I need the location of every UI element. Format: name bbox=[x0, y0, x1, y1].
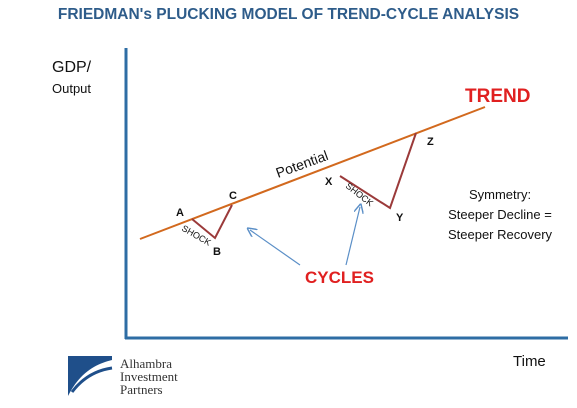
point-x-label: X bbox=[325, 176, 333, 188]
y-axis-label: GDP/ bbox=[52, 59, 92, 76]
cycle-one-line bbox=[191, 204, 233, 240]
point-a-label: A bbox=[176, 207, 184, 219]
symmetry-line-one: Symmetry: bbox=[468, 187, 532, 202]
logo-mark bbox=[68, 356, 113, 396]
logo-line-one: Alhambra bbox=[120, 356, 172, 371]
point-z-label: Z bbox=[427, 136, 434, 148]
point-b-label: B bbox=[213, 246, 221, 258]
y-axis-sublabel: Output bbox=[52, 81, 92, 96]
trend-label: TREND bbox=[465, 86, 530, 107]
point-y-label: Y bbox=[396, 212, 404, 224]
logo-line-two: Investment bbox=[120, 369, 178, 384]
cycles-arrow-left bbox=[250, 230, 301, 266]
cycles-label: CYCLES bbox=[305, 268, 374, 287]
symmetry-line-three: Steeper Recovery bbox=[447, 227, 553, 242]
potential-label: Potential bbox=[274, 147, 331, 181]
logo-line-three: Partners bbox=[120, 382, 163, 397]
trend-line bbox=[139, 106, 486, 240]
cycle-two-line bbox=[339, 132, 417, 210]
point-c-label: C bbox=[229, 190, 237, 202]
cycles-arrow-right bbox=[345, 207, 360, 266]
symmetry-line-two: Steeper Decline = bbox=[448, 207, 552, 222]
x-axis-label: Time bbox=[513, 353, 546, 370]
shock-label-one: SHOCK bbox=[180, 223, 213, 248]
diagram-title: FRIEDMAN's PLUCKING MODEL OF TREND-CYCLE… bbox=[57, 6, 520, 23]
